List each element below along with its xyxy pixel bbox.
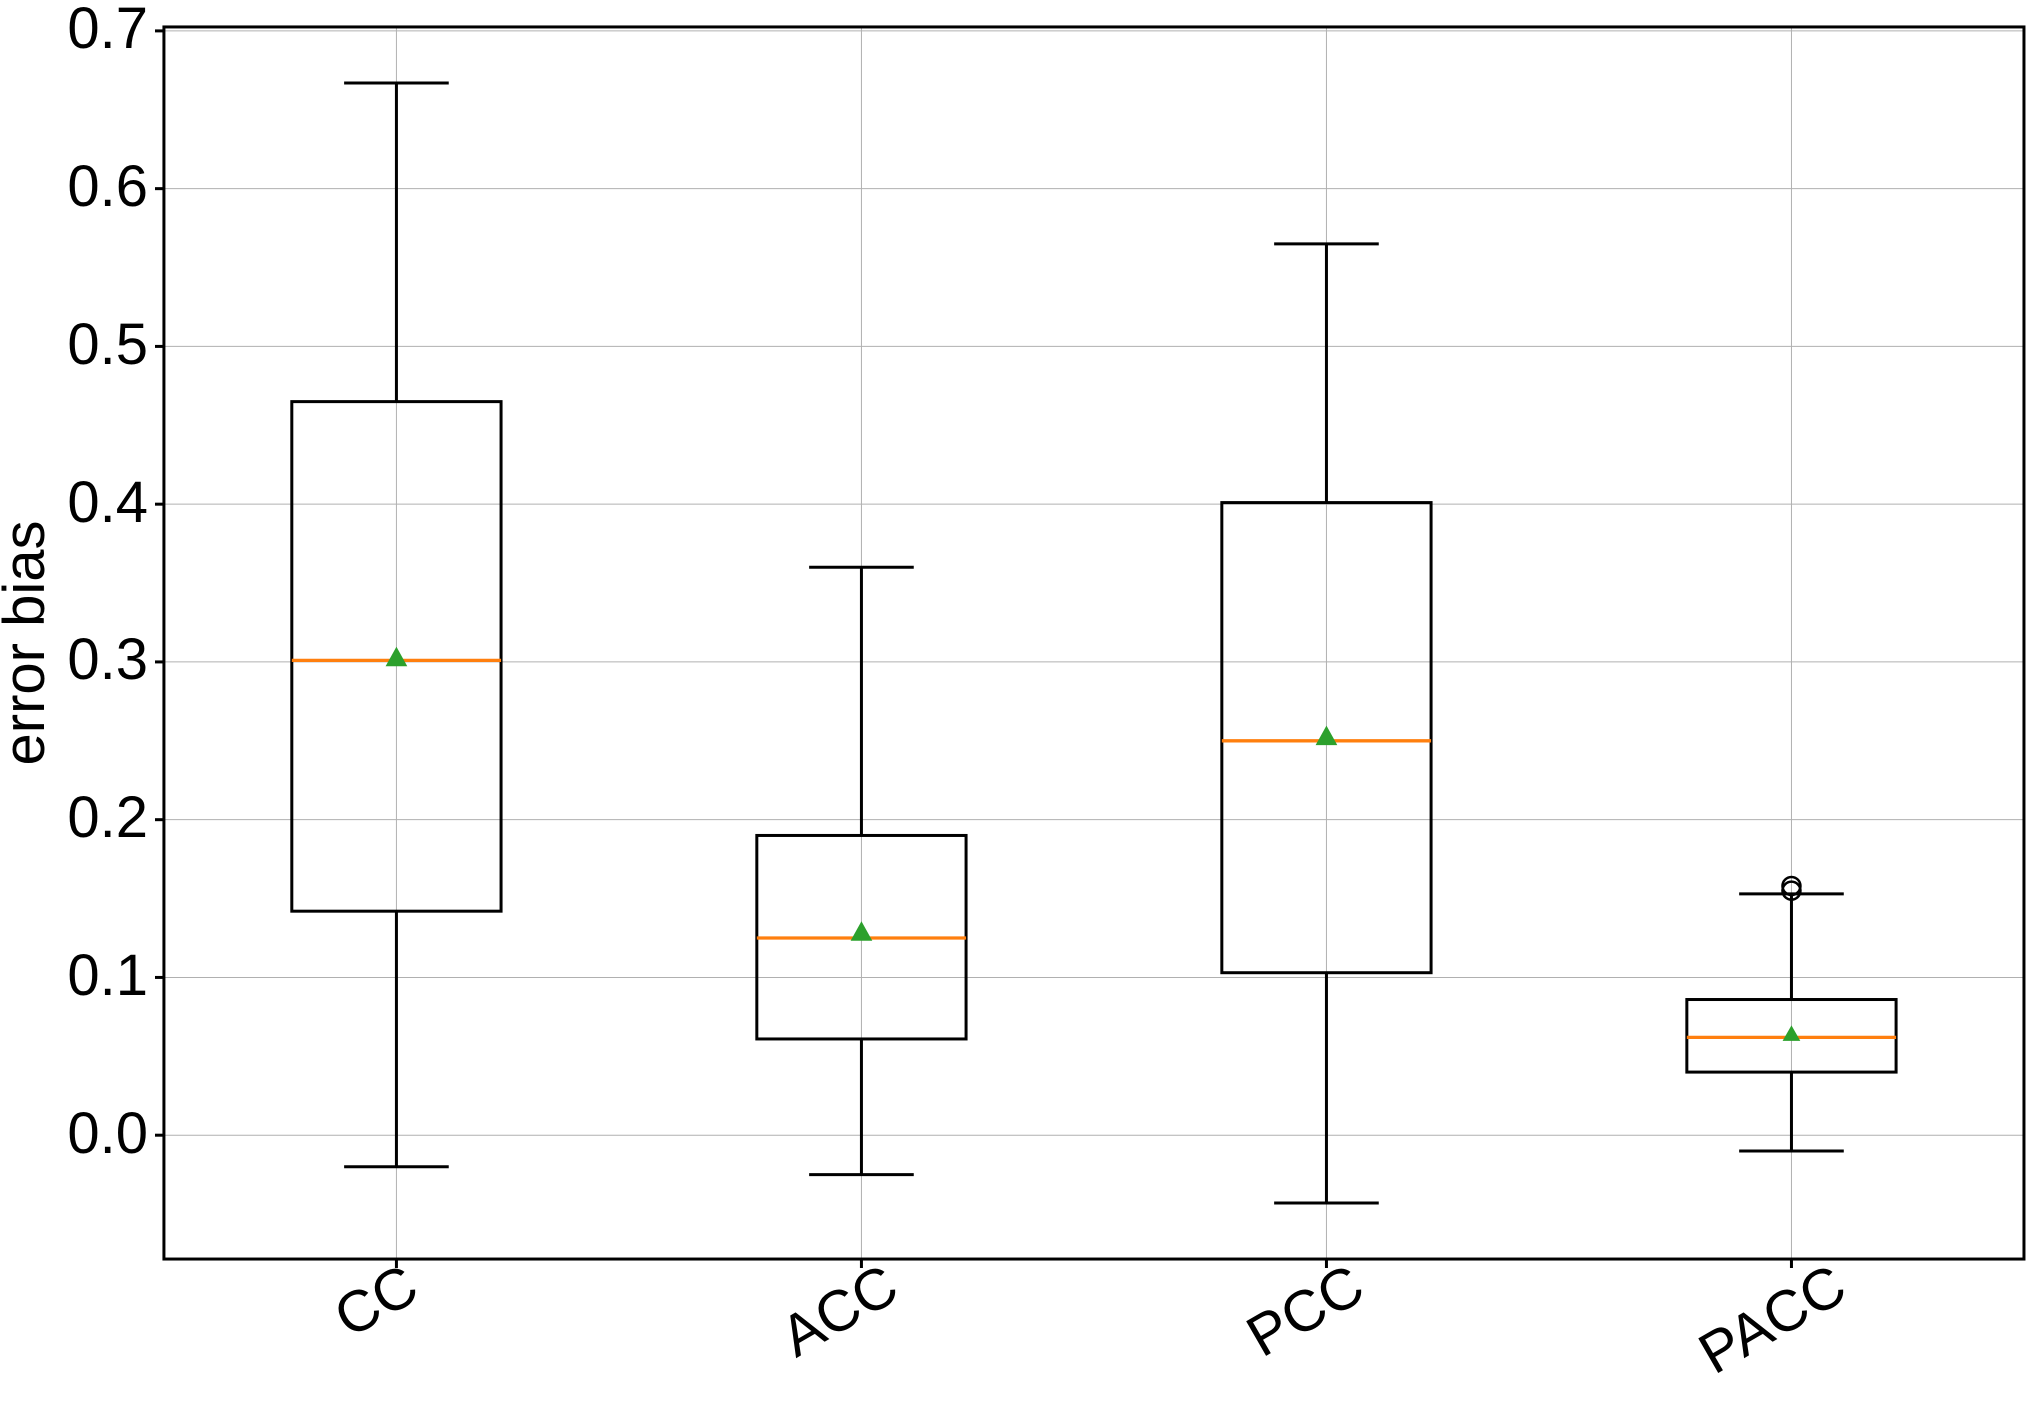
svg-text:0.1: 0.1 [67,943,148,1008]
svg-text:0.0: 0.0 [67,1101,148,1166]
svg-text:error bias: error bias [0,521,57,766]
svg-text:0.7: 0.7 [67,0,148,61]
svg-text:0.4: 0.4 [67,470,148,535]
svg-text:0.5: 0.5 [67,312,148,377]
svg-text:0.2: 0.2 [67,785,148,850]
svg-text:0.3: 0.3 [67,627,148,692]
svg-text:0.6: 0.6 [67,154,148,219]
